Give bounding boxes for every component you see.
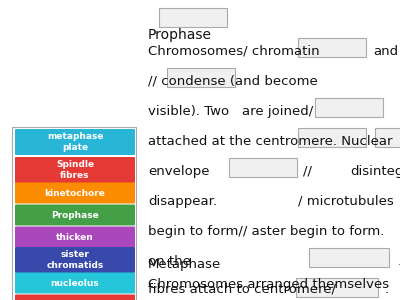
FancyBboxPatch shape bbox=[15, 129, 135, 155]
Text: Prophase: Prophase bbox=[148, 28, 212, 42]
Text: . Microtubules/ spindle: . Microtubules/ spindle bbox=[398, 255, 400, 268]
Text: .: . bbox=[385, 283, 389, 296]
Text: disintegrate/: disintegrate/ bbox=[350, 165, 400, 178]
Bar bbox=[375, 128, 400, 147]
Bar bbox=[229, 158, 297, 177]
Text: disappear.: disappear. bbox=[148, 195, 217, 208]
FancyBboxPatch shape bbox=[15, 272, 135, 293]
Text: are joined/: are joined/ bbox=[242, 105, 313, 118]
FancyBboxPatch shape bbox=[15, 295, 135, 300]
Text: Chromosomes arranged themselves: Chromosomes arranged themselves bbox=[148, 278, 389, 291]
Bar bbox=[315, 98, 383, 117]
FancyBboxPatch shape bbox=[15, 247, 135, 273]
Bar bbox=[298, 128, 366, 147]
Text: Spindle
fibres: Spindle fibres bbox=[56, 160, 94, 180]
Text: on the: on the bbox=[148, 255, 191, 268]
Text: visible). Two: visible). Two bbox=[148, 105, 229, 118]
Text: Chromosomes/ chromatin: Chromosomes/ chromatin bbox=[148, 45, 320, 58]
Bar bbox=[12, 127, 136, 300]
Text: / microtubules: / microtubules bbox=[298, 195, 394, 208]
Bar bbox=[167, 68, 235, 87]
Text: kinetochore: kinetochore bbox=[44, 188, 106, 197]
Text: nucleolus: nucleolus bbox=[51, 278, 99, 287]
Text: metaphase
plate: metaphase plate bbox=[47, 132, 103, 152]
Text: Prophase: Prophase bbox=[51, 211, 99, 220]
Text: Metaphase: Metaphase bbox=[148, 258, 221, 271]
Text: and: and bbox=[373, 45, 398, 58]
Text: envelope: envelope bbox=[148, 165, 210, 178]
Text: // condense (and become: // condense (and become bbox=[148, 75, 318, 88]
Bar bbox=[296, 278, 378, 297]
Bar bbox=[159, 8, 227, 27]
Text: sister
chromatids: sister chromatids bbox=[46, 250, 104, 270]
Text: begin to form// aster begin to form.: begin to form// aster begin to form. bbox=[148, 225, 384, 238]
Bar bbox=[298, 38, 366, 57]
FancyBboxPatch shape bbox=[15, 226, 135, 248]
FancyBboxPatch shape bbox=[15, 157, 135, 183]
FancyBboxPatch shape bbox=[15, 182, 135, 203]
Text: //: // bbox=[303, 165, 312, 178]
Text: thicken: thicken bbox=[56, 232, 94, 242]
Text: attached at the centromere. Nuclear: attached at the centromere. Nuclear bbox=[148, 135, 392, 148]
Text: fibres attach to centromere/: fibres attach to centromere/ bbox=[148, 283, 336, 296]
Bar bbox=[309, 248, 389, 267]
FancyBboxPatch shape bbox=[15, 205, 135, 226]
